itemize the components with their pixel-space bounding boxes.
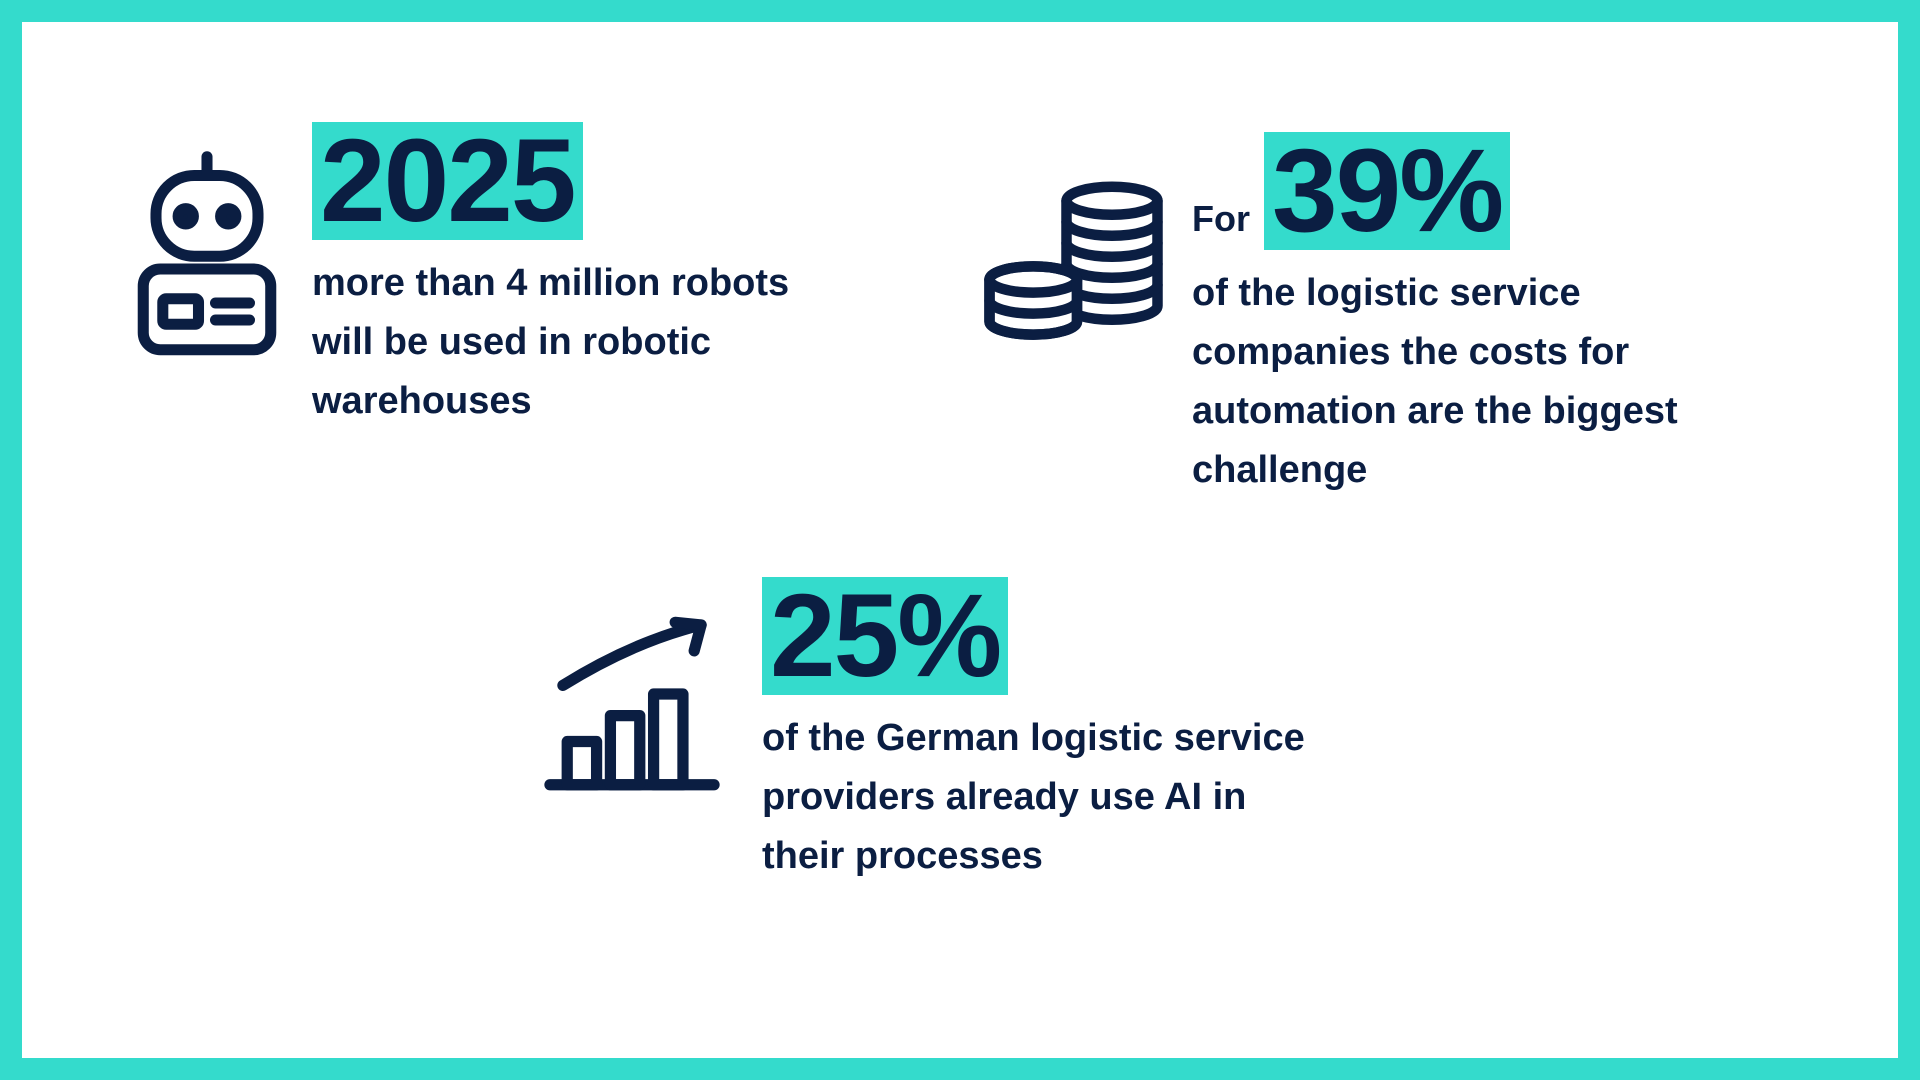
outer-frame: 2025 more than 4 million robots will be …	[0, 0, 1920, 1080]
stat-automation-cost: For 39% of the logistic service companie…	[962, 132, 1862, 500]
robot-icon	[112, 122, 302, 382]
stat-text: 2025 more than 4 million robots will be …	[312, 122, 872, 431]
stat-german-ai: 25% of the German logistic service provi…	[522, 577, 1422, 886]
stat-body: of the German logistic service providers…	[762, 709, 1322, 886]
growth-chart-icon	[522, 577, 742, 837]
stat-text: 25% of the German logistic service provi…	[762, 577, 1422, 886]
stat-prefix: For	[1192, 198, 1250, 240]
stat-body: more than 4 million robots will be used …	[312, 254, 852, 431]
stat-text: For 39% of the logistic service companie…	[1192, 132, 1862, 500]
coins-icon	[962, 132, 1192, 392]
inner-panel: 2025 more than 4 million robots will be …	[22, 22, 1898, 1058]
stat-headline: 2025	[312, 122, 583, 240]
stat-headline: 25%	[762, 577, 1008, 695]
stat-body: of the logistic service companies the co…	[1192, 264, 1782, 500]
stat-headline: 39%	[1264, 132, 1510, 250]
stat-robots-2025: 2025 more than 4 million robots will be …	[112, 122, 872, 431]
